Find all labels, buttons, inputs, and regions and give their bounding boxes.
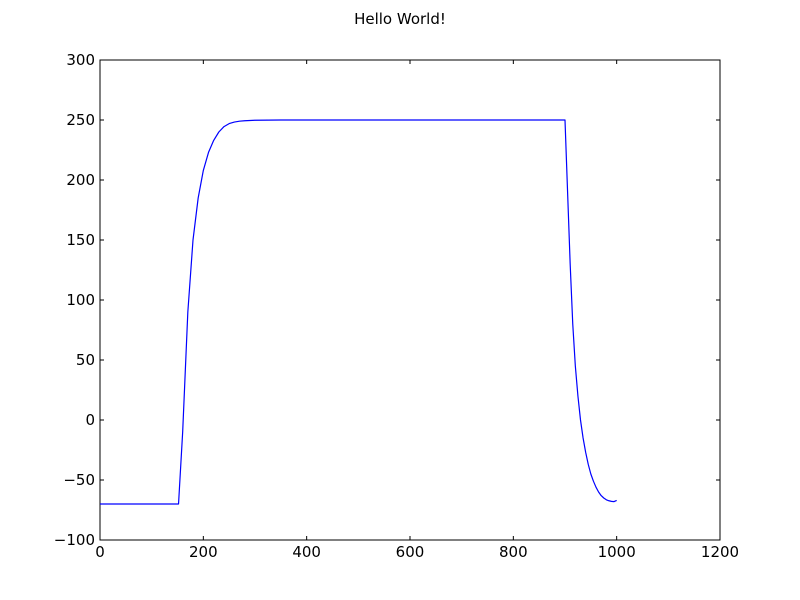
y-tick-label: 0	[85, 411, 95, 429]
series-line	[100, 119, 617, 505]
y-tick-label: −50	[63, 471, 95, 489]
y-tick-label: 50	[76, 351, 95, 369]
y-tick-label: 250	[66, 111, 95, 129]
chart-title: Hello World!	[354, 10, 446, 28]
y-tick-label: 200	[66, 171, 95, 189]
x-tick-label: 600	[396, 543, 425, 561]
y-tick-label: −100	[54, 531, 95, 549]
x-tick-label: 1200	[701, 543, 739, 561]
axis-ticks	[99, 59, 721, 541]
y-axis-tick-labels: −100 −50 0 50 100 150 200 250 300	[54, 51, 95, 549]
y-tick-label: 150	[66, 231, 95, 249]
x-tick-label: 200	[189, 543, 218, 561]
x-axis-tick-labels: 0 200 400 600 800 1000 1200	[95, 543, 739, 561]
plot-area	[99, 59, 721, 541]
x-tick-label: 800	[499, 543, 528, 561]
series-group	[100, 119, 617, 505]
y-tick-label: 300	[66, 51, 95, 69]
x-tick-label: 0	[95, 543, 105, 561]
x-tick-label: 1000	[598, 543, 636, 561]
y-tick-label: 100	[66, 291, 95, 309]
x-tick-label: 400	[292, 543, 321, 561]
